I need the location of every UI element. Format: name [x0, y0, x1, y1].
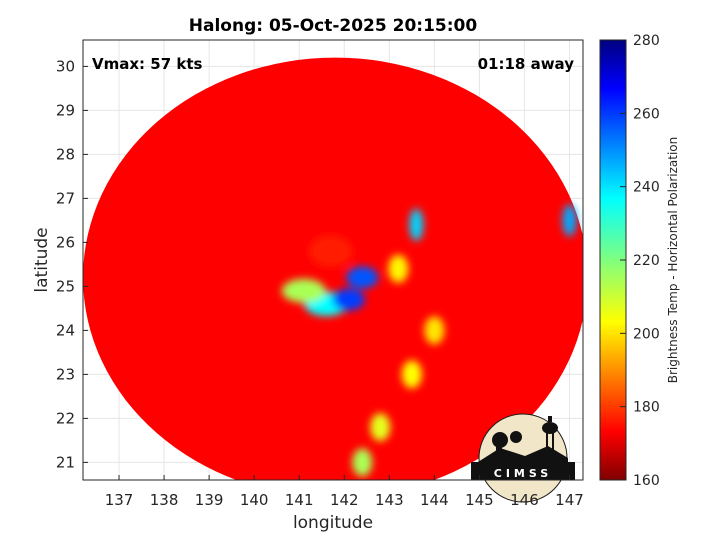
colorbar-tick-label: 260 [633, 106, 660, 122]
y-tick-label: 28 [56, 145, 75, 163]
feature-rainband [370, 413, 391, 442]
x-tick-label: 147 [555, 491, 584, 509]
x-tick-label: 145 [465, 491, 494, 509]
swath-features [281, 204, 577, 477]
x-tick-label: 146 [510, 491, 539, 509]
x-tick-label: 141 [285, 491, 314, 509]
x-axis-label: longitude [293, 513, 373, 533]
y-tick-label: 22 [56, 409, 75, 427]
axes-frame [82, 39, 584, 481]
x-tick-label: 144 [420, 491, 449, 509]
colorbar-tick-label: 240 [633, 180, 660, 196]
colorbar-tick-label: 160 [633, 473, 660, 489]
feature-warm-spot [409, 208, 424, 241]
colorbar-ticks: 160 180 200 220 240 260 280 [620, 33, 660, 489]
y-tick-label: 27 [56, 189, 75, 207]
feature-eye-core [346, 266, 379, 289]
brightness-swath [83, 57, 583, 480]
logo-text: CIMSS [494, 467, 552, 480]
x-tick-label: 139 [195, 491, 224, 509]
colorbar-tick-label: 180 [633, 400, 660, 416]
y-tick-label: 30 [56, 57, 75, 75]
feature-eyewall [281, 278, 326, 303]
timing-annotation: 01:18 away [478, 55, 575, 73]
x-tick-label: 143 [375, 491, 404, 509]
x-tick-label: 142 [330, 491, 359, 509]
chart-title: Halong: 05-Oct-2025 20:15:00 [189, 16, 478, 36]
x-tick-label: 137 [105, 491, 134, 509]
colorbar-tick-label: 200 [633, 326, 660, 342]
x-tick-label: 140 [240, 491, 269, 509]
x-tick-label: 138 [150, 491, 179, 509]
y-axis-label: latitude [32, 227, 52, 292]
feature-rainband [352, 448, 373, 477]
feature-rainband [424, 316, 445, 345]
y-tick-label: 24 [56, 321, 75, 339]
colorbar-tick-label: 220 [633, 253, 660, 269]
y-tick-label: 23 [56, 365, 75, 383]
swath-disk [83, 57, 583, 480]
colorbar-label: Brightness Temp - Horizontal Polarizatio… [666, 137, 680, 384]
colorbar-tick-label: 280 [633, 33, 660, 49]
feature-rainband [401, 360, 422, 389]
feature-rainband [388, 254, 409, 283]
feature-eye-core [332, 288, 365, 311]
y-tick-label: 21 [56, 453, 75, 471]
y-tick-label: 29 [56, 101, 75, 119]
y-tick-label: 25 [56, 277, 75, 295]
axis-ticks: 137 138 139 140 141 142 143 144 145 146 147 21 22 23 2… [56, 57, 584, 509]
vmax-annotation: Vmax: 57 kts [92, 55, 202, 73]
feature-warm-spot [562, 204, 577, 237]
feature-eye [308, 235, 353, 268]
y-tick-label: 26 [56, 233, 75, 251]
